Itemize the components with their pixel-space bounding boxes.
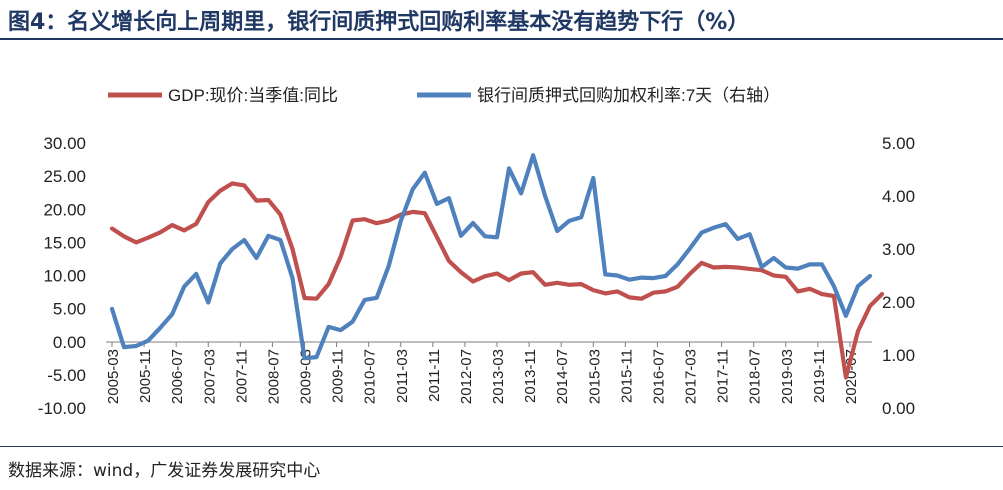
left-axis-tick-label: -10.00 <box>38 399 86 418</box>
x-axis-tick-label: 2007-11 <box>233 349 250 403</box>
x-axis-tick-label: 2017-11 <box>715 349 732 403</box>
left-axis-tick-label: 15.00 <box>43 233 86 252</box>
right-axis-tick-label: 3.00 <box>882 240 915 259</box>
x-axis-tick-label: 2005-03 <box>105 349 122 404</box>
right-axis-tick-label: 1.00 <box>882 346 915 365</box>
right-axis-tick-label: 2.00 <box>882 293 915 312</box>
gdp-series-line <box>109 181 885 380</box>
x-axis-tick-label: 2015-11 <box>618 349 635 403</box>
x-axis-tick-label: 2007-03 <box>201 349 218 404</box>
x-axis-tick-label: 2010-07 <box>362 349 379 404</box>
left-axis-tick-label: 25.00 <box>43 167 86 186</box>
title-rule <box>0 38 1003 40</box>
left-axis-tick-label: -5.00 <box>47 366 86 385</box>
repo-rate-series-line <box>109 153 873 361</box>
right-axis-tick-label: 0.00 <box>882 399 915 418</box>
x-axis-tick-label: 2011-11 <box>426 349 443 402</box>
x-axis-tick-label: 2017-03 <box>683 349 700 404</box>
x-axis-tick-label: 2013-11 <box>522 349 539 403</box>
source-note: 数据来源：wind，广发证券发展研究中心 <box>8 461 321 481</box>
x-axis-tick-label: 2014-07 <box>554 349 571 404</box>
legend-label-1: GDP:现价:当季值:同比 <box>168 86 338 105</box>
left-axis-tick-label: 10.00 <box>43 267 86 286</box>
right-axis-tick-label: 5.00 <box>882 134 915 153</box>
x-axis-tick-label: 2012-07 <box>458 349 475 404</box>
right-axis-tick-label: 4.00 <box>882 187 915 206</box>
legend-label-2: 银行间质押式回购加权利率:7天（右轴） <box>477 86 780 105</box>
left-axis-tick-label: 0.00 <box>53 333 86 352</box>
x-axis-tick-label: 2019-11 <box>811 349 828 403</box>
axes: -10.00 -5.00 0.00 5.00 10.00 15.00 20.00 25.00 3… <box>38 134 915 418</box>
x-axis-tick-label: 2016-07 <box>650 349 667 404</box>
x-axis-tick-label: 2009-11 <box>330 349 347 403</box>
x-axis-tick-label: 2013-03 <box>490 349 507 404</box>
left-axis-tick-label: 30.00 <box>43 134 86 153</box>
x-axis-tick-label: 2005-11 <box>137 349 154 403</box>
x-axis-tick-label: 2019-03 <box>779 349 796 404</box>
x-axis-tick-label: 2008-07 <box>265 349 282 404</box>
legend: GDP:现价:当季值:同比 银行间质押式回购加权利率:7天（右轴） <box>108 86 780 105</box>
source-rule <box>0 446 1003 447</box>
x-axis-tick-label: 2020-07 <box>843 349 860 404</box>
left-axis-tick-label: 20.00 <box>43 200 86 219</box>
figure-title: 图4：名义增长向上周期里，银行间质押式回购利率基本没有趋势下行（%） <box>8 10 750 35</box>
x-axis-tick-label: 2011-03 <box>394 349 411 403</box>
x-axis-tick-label: 2015-03 <box>586 349 603 404</box>
x-axis-tick-label: 2006-07 <box>169 349 186 404</box>
x-axis-tick-label: 2018-07 <box>747 349 764 404</box>
x-axis-tick-label: 2009-03 <box>298 349 315 404</box>
chart: GDP:现价:当季值:同比 银行间质押式回购加权利率:7天（右轴） -10.00-… <box>38 86 915 418</box>
left-axis-tick-label: 5.00 <box>53 300 86 319</box>
series-layer <box>109 153 885 380</box>
